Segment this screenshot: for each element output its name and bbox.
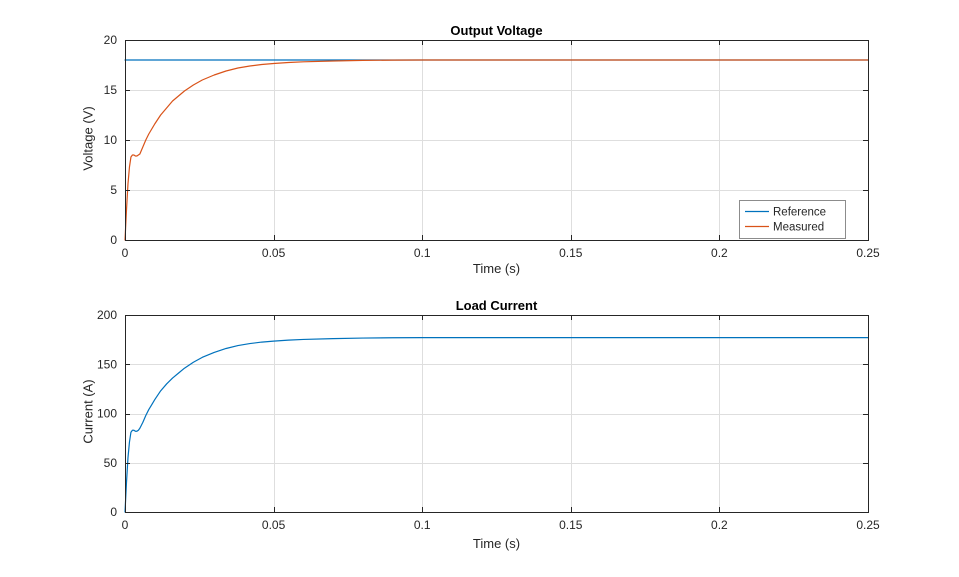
- svg-text:0.05: 0.05: [262, 246, 286, 260]
- svg-text:0.1: 0.1: [414, 246, 431, 260]
- legend-entry-label: Reference: [773, 207, 826, 219]
- svg-text:200: 200: [97, 308, 117, 322]
- svg-text:15: 15: [104, 83, 118, 97]
- svg-text:50: 50: [104, 456, 118, 470]
- tick-marks: [125, 40, 869, 241]
- svg-text:10: 10: [104, 133, 118, 147]
- svg-text:5: 5: [110, 183, 117, 197]
- svg-text:100: 100: [97, 407, 117, 421]
- svg-text:0.15: 0.15: [559, 518, 583, 532]
- svg-text:0.1: 0.1: [414, 518, 431, 532]
- tick-labels: 0 0.05 0.1 0.15 0.2 0.25 0 5 10 15 20: [104, 33, 880, 260]
- plot-background: [125, 315, 868, 512]
- svg-text:0: 0: [110, 505, 117, 519]
- series-load-current: [124, 337, 869, 513]
- legend: Reference Measured: [739, 200, 846, 239]
- voltage-y-axis-label: Voltage (V): [80, 106, 96, 171]
- svg-text:0: 0: [122, 246, 129, 260]
- svg-text:0.25: 0.25: [856, 246, 880, 260]
- legend-box: [739, 200, 846, 239]
- chart-voltage: 0 0.05 0.1 0.15 0.2 0.25 0 5 10 15 20 Reference Meas…: [104, 33, 880, 260]
- svg-text:0.2: 0.2: [711, 246, 728, 260]
- voltage-chart-title: Output Voltage: [450, 23, 543, 38]
- svg-text:0.2: 0.2: [711, 518, 728, 532]
- series-measured: [124, 59, 869, 241]
- legend-entry-label: Measured: [773, 222, 824, 234]
- svg-text:150: 150: [97, 357, 117, 371]
- chart-current: 0 0.05 0.1 0.15 0.2 0.25 0 50 100 150 200: [97, 308, 880, 532]
- svg-text:0.05: 0.05: [262, 518, 286, 532]
- tick-marks: [125, 315, 869, 513]
- voltage-x-axis-label: Time (s): [472, 261, 521, 276]
- svg-text:0: 0: [110, 233, 117, 247]
- current-chart-title: Load Current: [455, 298, 538, 313]
- current-x-axis-label: Time (s): [472, 536, 521, 551]
- svg-text:0.25: 0.25: [856, 518, 880, 532]
- current-y-axis-label: Current (A): [80, 379, 96, 444]
- svg-text:20: 20: [104, 33, 118, 47]
- svg-text:0: 0: [122, 518, 129, 532]
- svg-text:0.15: 0.15: [559, 246, 583, 260]
- tick-labels: 0 0.05 0.1 0.15 0.2 0.25 0 50 100 150 200: [97, 308, 880, 532]
